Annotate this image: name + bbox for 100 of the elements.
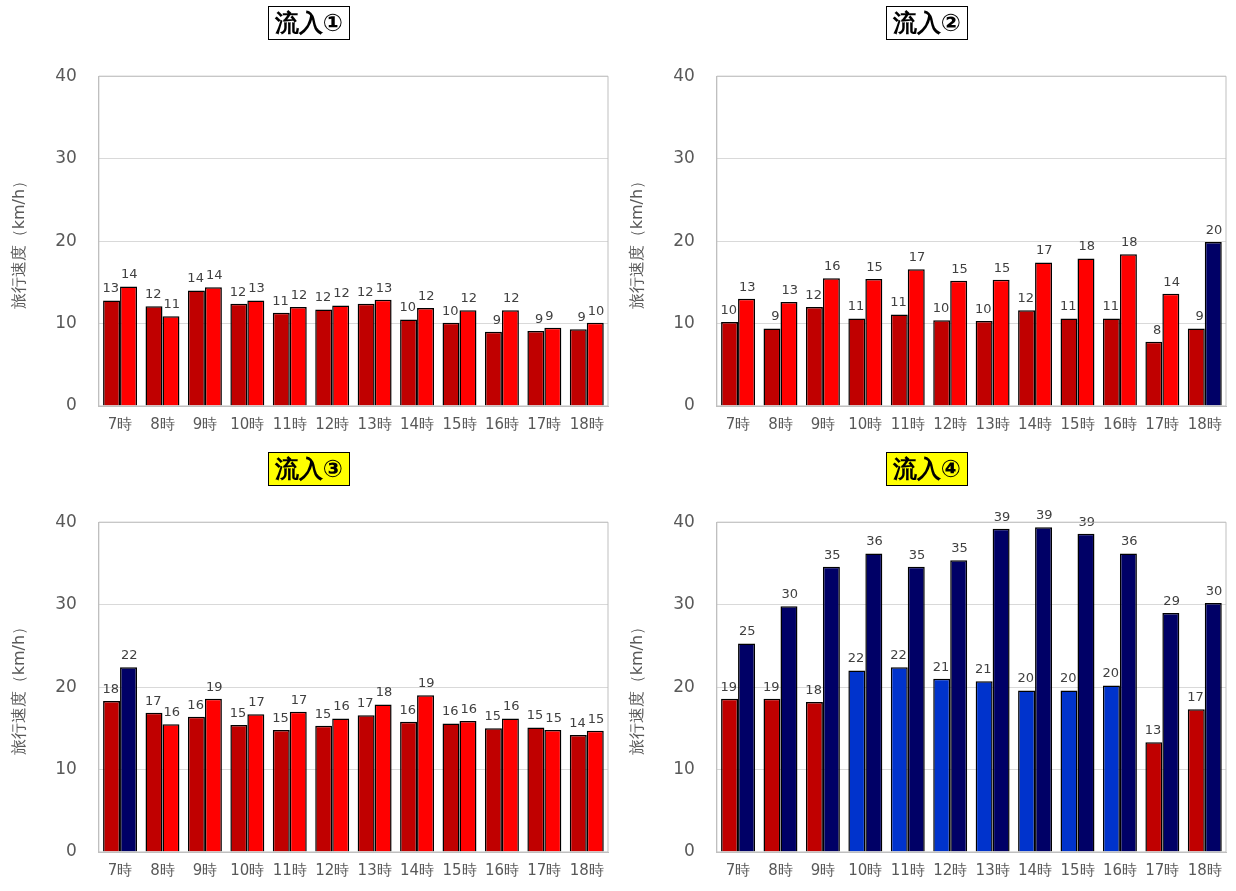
y-tick-label: 20 — [55, 229, 77, 250]
x-tick-label: 9時 — [192, 860, 218, 879]
x-tick-label: 13時 — [357, 414, 392, 433]
data-label: 35 — [823, 546, 841, 562]
data-label: 11 — [890, 294, 907, 310]
data-label: 14 — [121, 266, 138, 282]
data-label: 36 — [1120, 533, 1138, 549]
data-label: 9 — [577, 309, 586, 325]
x-tick-label: 17時 — [1145, 414, 1180, 433]
x-tick-label: 16時 — [1102, 414, 1137, 433]
y-tick-label: 40 — [55, 510, 77, 531]
x-tick-label: 16時 — [1102, 860, 1137, 879]
data-label: 14 — [569, 714, 586, 730]
x-tick-label: 18時 — [1187, 414, 1222, 433]
data-label: 17 — [1036, 242, 1053, 258]
y-axis-title: 旅行速度（km/h） — [626, 172, 646, 310]
data-label: 16 — [187, 696, 204, 712]
data-label: 10 — [932, 300, 950, 316]
x-tick-label: 10時 — [848, 860, 883, 879]
data-label: 19 — [720, 678, 738, 694]
x-tick-label: 11時 — [272, 414, 307, 433]
x-tick-label: 12時 — [315, 860, 350, 879]
x-tick-label: 11時 — [890, 860, 925, 879]
data-label: 16 — [823, 258, 841, 274]
data-label: 19 — [762, 678, 780, 694]
y-tick-label: 0 — [66, 840, 77, 861]
data-label: 15 — [587, 710, 605, 726]
data-label: 35 — [908, 546, 926, 562]
y-tick-label: 30 — [673, 593, 695, 614]
data-label: 13 — [248, 280, 265, 296]
x-tick-label: 15時 — [442, 414, 477, 433]
x-tick-label: 7時 — [107, 860, 133, 879]
x-tick-label: 17時 — [527, 414, 562, 433]
y-tick-label: 10 — [55, 757, 77, 778]
data-label: 16 — [502, 698, 520, 714]
y-tick-label: 20 — [673, 229, 695, 250]
data-label: 11 — [1059, 298, 1077, 314]
y-tick-label: 40 — [55, 64, 77, 85]
x-tick-label: 13時 — [975, 414, 1010, 433]
x-tick-label: 14時 — [400, 860, 435, 879]
data-label: 39 — [993, 508, 1011, 524]
x-tick-label: 9時 — [192, 414, 218, 433]
data-label: 10 — [399, 299, 417, 315]
data-label: 19 — [205, 678, 223, 694]
data-label: 22 — [121, 647, 138, 663]
data-label: 21 — [932, 658, 950, 674]
data-label: 12 — [290, 286, 308, 302]
data-label: 18 — [375, 684, 393, 700]
data-label: 17 — [1187, 689, 1204, 705]
data-label: 11 — [847, 298, 865, 314]
x-tick-label: 13時 — [975, 860, 1010, 879]
x-tick-label: 12時 — [933, 860, 968, 879]
x-tick-label: 11時 — [272, 860, 307, 879]
x-tick-label: 13時 — [357, 860, 392, 879]
y-axis-title: 旅行速度（km/h） — [626, 618, 646, 756]
data-label: 22 — [847, 650, 865, 666]
y-tick-label: 0 — [684, 394, 695, 415]
x-tick-label: 16時 — [484, 414, 519, 433]
chart-title: 流入④ — [885, 452, 969, 486]
data-label: 14 — [205, 267, 223, 283]
data-label: 20 — [1059, 670, 1077, 686]
data-label: 17 — [290, 691, 308, 707]
data-label: 16 — [399, 701, 417, 717]
data-label: 13 — [375, 279, 393, 295]
data-label: 29 — [1163, 592, 1180, 608]
data-label: 9 — [545, 307, 554, 323]
data-label: 19 — [418, 675, 435, 691]
y-tick-label: 40 — [673, 64, 695, 85]
data-label: 30 — [781, 586, 799, 602]
x-tick-label: 11時 — [890, 414, 925, 433]
data-label: 10 — [975, 300, 992, 316]
data-label: 30 — [1205, 582, 1223, 598]
y-tick-label: 0 — [684, 840, 695, 861]
data-label: 9 — [1195, 308, 1204, 324]
x-tick-label: 10時 — [230, 860, 265, 879]
data-label: 35 — [951, 540, 968, 555]
data-label: 18 — [805, 681, 822, 697]
data-label: 15 — [545, 709, 562, 725]
data-label: 14 — [187, 270, 204, 286]
data-label: 25 — [739, 623, 756, 639]
data-label: 10 — [720, 301, 738, 317]
x-tick-label: 17時 — [527, 860, 562, 879]
y-tick-label: 10 — [55, 311, 77, 332]
x-tick-label: 16時 — [484, 860, 519, 879]
data-label: 15 — [484, 708, 501, 724]
y-tick-label: 10 — [673, 757, 695, 778]
x-tick-label: 9時 — [810, 414, 836, 433]
data-label: 36 — [866, 533, 883, 549]
data-label: 17 — [144, 692, 162, 708]
data-label: 20 — [1017, 670, 1035, 686]
x-tick-label: 18時 — [1187, 860, 1222, 879]
chart-title: 流入② — [885, 6, 969, 40]
data-label: 12 — [460, 290, 478, 306]
data-label: 9 — [771, 308, 780, 324]
data-label: 22 — [890, 647, 907, 663]
y-tick-label: 30 — [55, 147, 77, 168]
data-label: 11 — [1102, 298, 1119, 314]
data-label: 12 — [502, 290, 520, 306]
x-tick-label: 9時 — [810, 860, 836, 879]
data-label: 15 — [993, 259, 1011, 275]
